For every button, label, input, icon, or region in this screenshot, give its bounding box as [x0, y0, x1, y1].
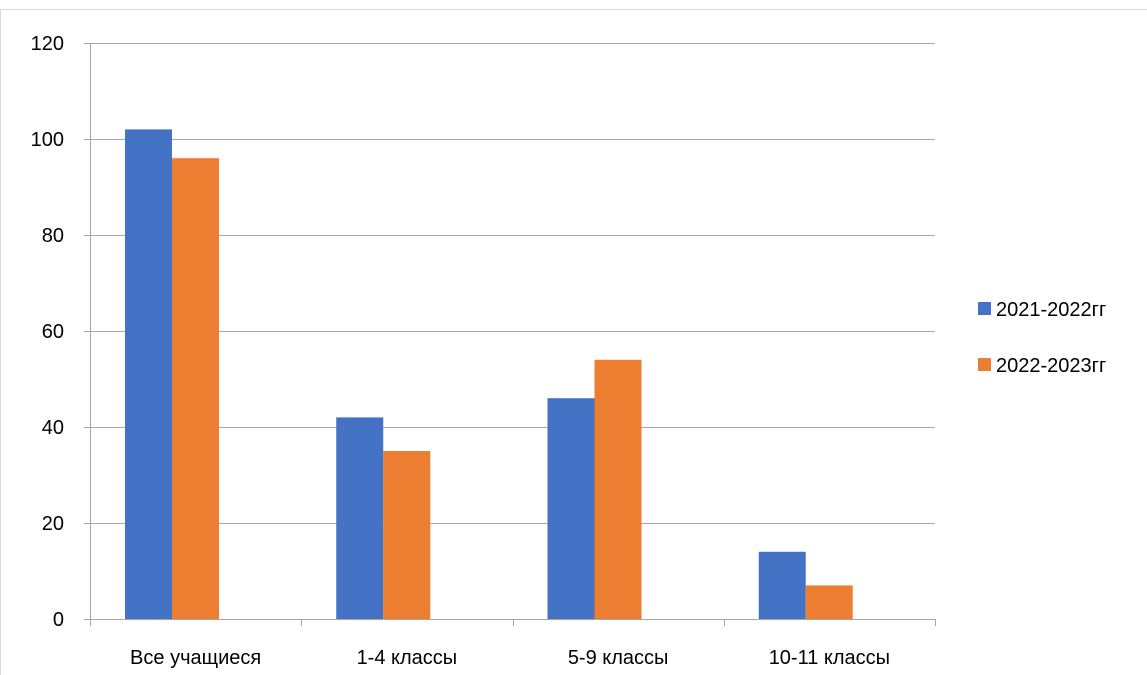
y-tick-label: 120 — [31, 33, 64, 55]
axes — [84, 43, 936, 626]
gridlines — [90, 43, 935, 524]
chart-border — [0, 9, 1147, 675]
bar-2-3 — [594, 359, 642, 619]
bar-1-3 — [547, 398, 595, 619]
y-tick-label: 40 — [42, 417, 64, 439]
x-tick-label: 10-11 классы — [769, 647, 890, 669]
y-axis-tick-labels: 0 20 40 60 80 100 120 — [31, 33, 64, 631]
x-tick-label: 5-9 классы — [568, 647, 669, 669]
bar-2-4 — [805, 585, 853, 619]
bar-2-2 — [383, 451, 431, 619]
legend-swatch — [978, 302, 991, 315]
y-tick-label: 100 — [31, 129, 64, 151]
x-tick-label: 1-4 классы — [357, 647, 458, 669]
bar-1-2 — [336, 417, 384, 619]
x-axis-tick-labels: Все учащиеся 1-4 классы 5-9 классы 10-11 кл… — [130, 647, 890, 669]
x-tick-label: Все учащиеся — [130, 647, 261, 669]
bar-1-1 — [125, 129, 172, 619]
bar-1-4 — [758, 551, 806, 619]
bar-2-1 — [172, 158, 219, 619]
y-tick-label: 80 — [42, 225, 64, 247]
legend: 2021-2022гг 2022-2023гг — [978, 299, 1106, 377]
legend-swatch — [978, 358, 991, 371]
bars — [125, 129, 853, 619]
legend-label: 2021-2022гг — [996, 299, 1106, 321]
y-tick-label: 20 — [42, 513, 64, 535]
y-tick-label: 0 — [53, 609, 64, 631]
legend-label: 2022-2023гг — [996, 355, 1106, 377]
y-tick-label: 60 — [42, 321, 64, 343]
